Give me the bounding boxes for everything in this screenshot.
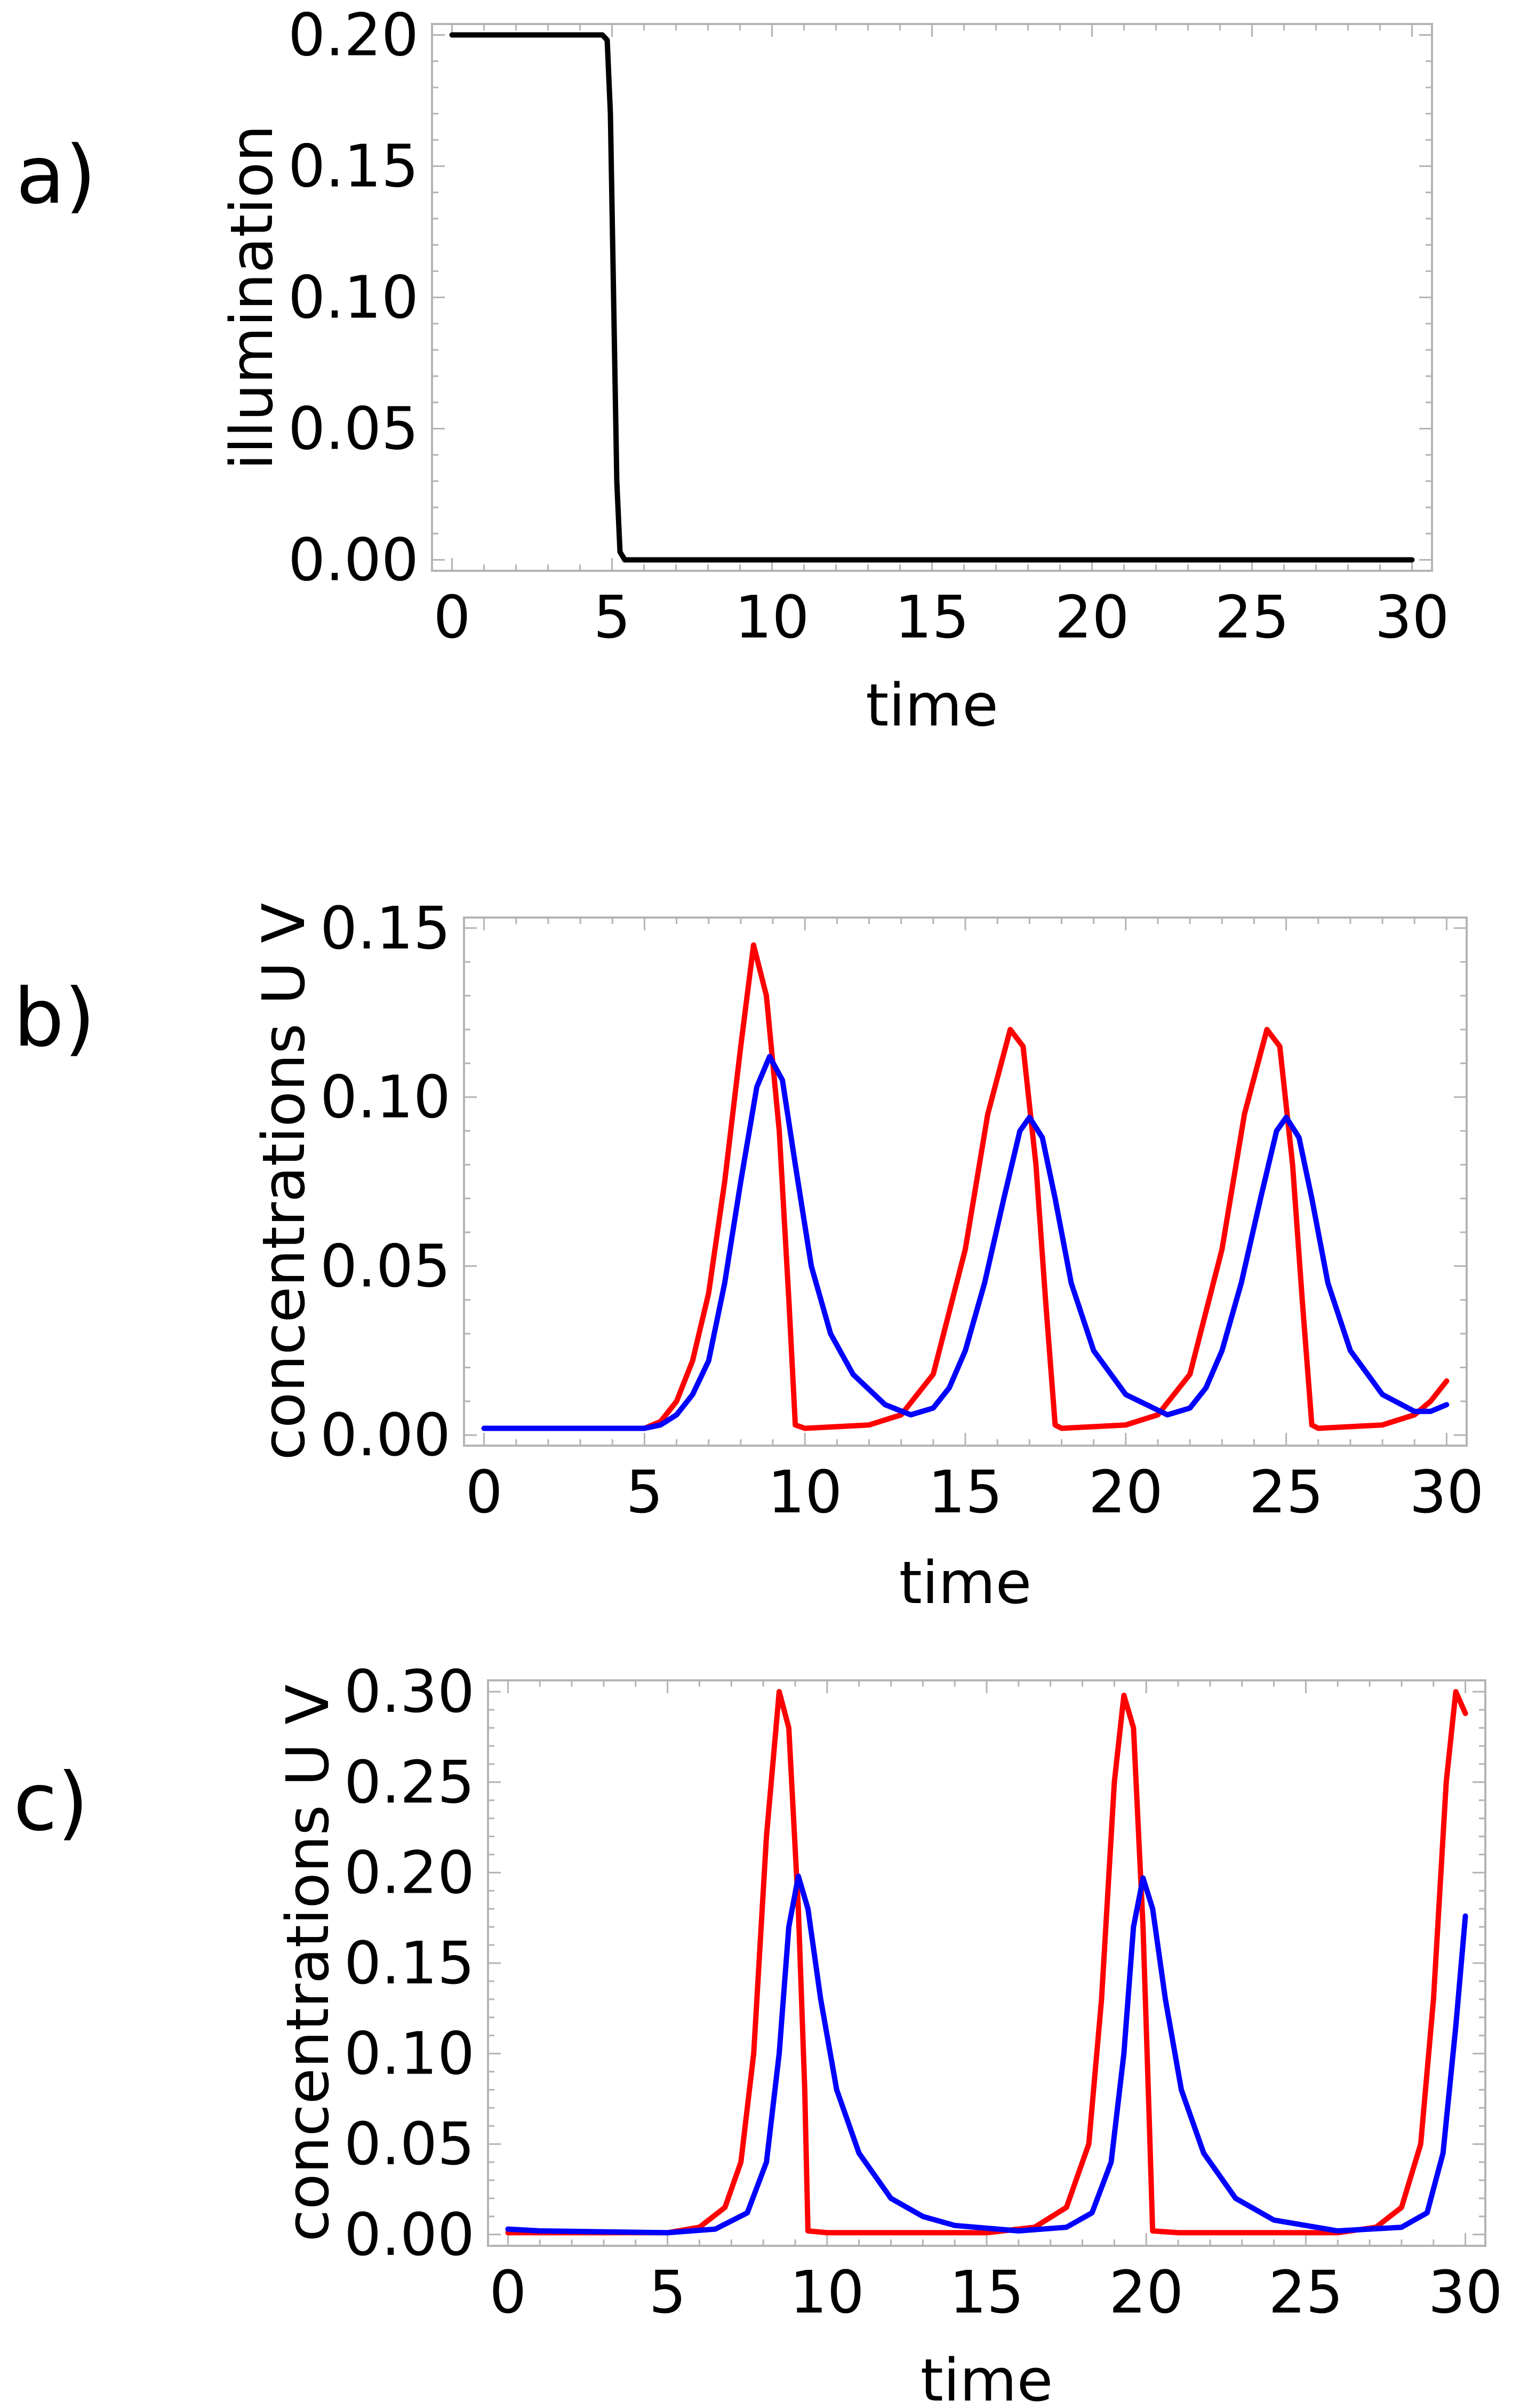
x-tick-label: 20: [1089, 1458, 1163, 1526]
x-tick-label: 15: [928, 1458, 1003, 1526]
y-tick-label: 0.00: [344, 2200, 475, 2269]
x-tick-label: 25: [1268, 2258, 1343, 2326]
y-tick-label: 0.05: [288, 395, 419, 463]
series-u-line: [481, 942, 1450, 1431]
x-axis-label: time: [899, 1549, 1032, 1617]
panel-b: b) 0 5 10 15 20 25 30 0.00 0.05 0.10 0.15 time concen…: [13, 894, 1484, 1617]
y-tick-label: 0.15: [344, 1929, 475, 1997]
y-axis-label: concentrations U V: [274, 1685, 342, 2242]
x-tick-label: 30: [1375, 583, 1450, 651]
x-tick-label: 10: [790, 2258, 865, 2326]
y-tick-label: 0.10: [288, 264, 419, 332]
x-tick-label: 15: [949, 2258, 1024, 2326]
x-tick-label: 20: [1055, 583, 1130, 651]
x-tick-label: 5: [594, 583, 631, 651]
y-tick-label: 0.15: [320, 894, 451, 962]
panel-a: a) 0 5 10 15 20 25 30 0.00 0.05 0.10 0.15 0.20 time il…: [16, 1, 1449, 740]
y-tick-label: 0.05: [320, 1232, 451, 1300]
y-tick-label: 0.10: [344, 2020, 475, 2088]
x-tick-label: 0: [434, 583, 471, 651]
y-axis-label: illumination: [218, 125, 286, 470]
x-tick-label: 5: [649, 2258, 686, 2326]
y-tick-label: 0.05: [344, 2110, 475, 2178]
x-tick-label: 5: [626, 1458, 663, 1526]
x-tick-label: 10: [767, 1458, 842, 1526]
y-tick-label: 0.15: [288, 132, 419, 201]
y-tick-label: 0.20: [344, 1838, 475, 1907]
x-tick-label: 15: [895, 583, 970, 651]
y-tick-label: 0.25: [344, 1748, 475, 1816]
y-tick-label: 0.00: [320, 1401, 451, 1469]
panel-label: a): [16, 129, 96, 222]
series-v-line: [481, 1054, 1450, 1431]
panel-label: b): [13, 972, 95, 1065]
x-tick-label: 0: [489, 2258, 526, 2326]
x-tick-label: 30: [1409, 1458, 1484, 1526]
x-tick-label: 20: [1109, 2258, 1183, 2326]
series-illumination-line: [449, 32, 1415, 563]
panel-c: c) 0 5 10 15 20 25 30 0.00 0.05 0.10 0.15 0.20 0.25 0.…: [13, 1657, 1503, 2408]
x-tick-label: 0: [466, 1458, 503, 1526]
y-tick-label: 0.10: [320, 1063, 451, 1131]
panel-label: c): [13, 1756, 89, 1849]
x-axis-label: time: [921, 2346, 1053, 2408]
series-v-line: [505, 1873, 1468, 2236]
x-tick-label: 10: [735, 583, 810, 651]
series-u-line: [505, 1689, 1468, 2236]
y-axis-label: concentrations U V: [250, 903, 318, 1461]
y-tick-label: 0.00: [288, 526, 419, 594]
x-axis-label: time: [866, 671, 998, 739]
y-tick-label: 0.20: [288, 1, 419, 69]
x-tick-label: 25: [1249, 1458, 1324, 1526]
y-tick-label: 0.30: [344, 1657, 475, 1726]
x-tick-label: 25: [1215, 583, 1290, 651]
x-tick-label: 30: [1428, 2258, 1503, 2326]
